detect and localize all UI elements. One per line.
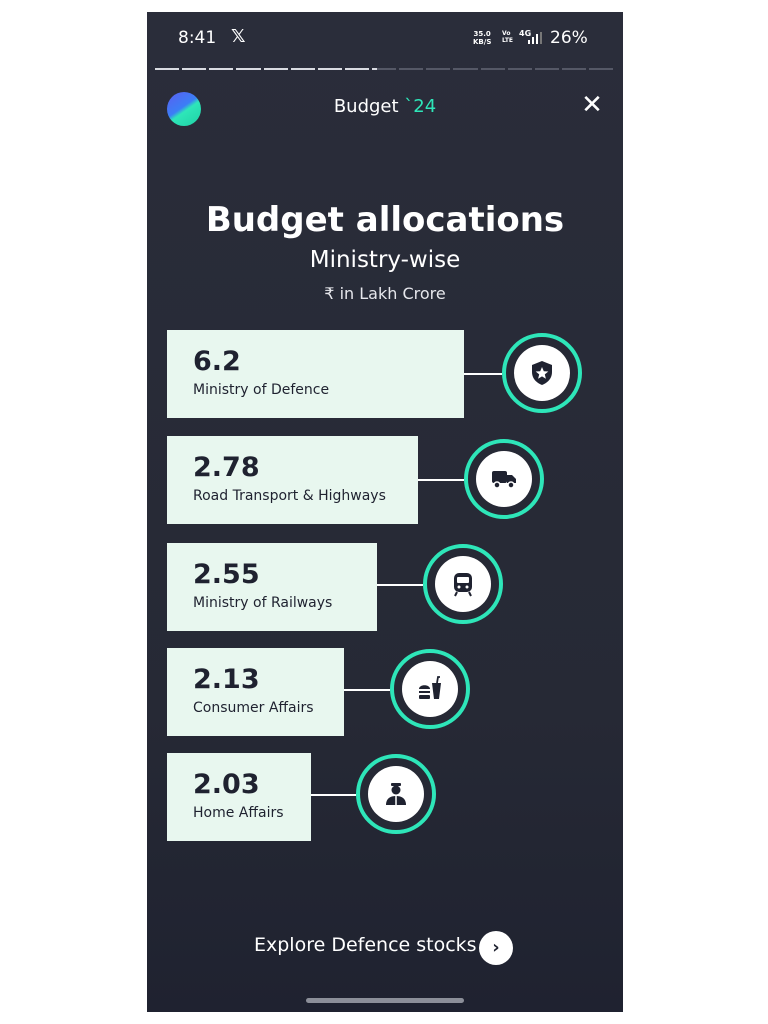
allocation-label: Ministry of Railways (193, 595, 333, 611)
train-icon (454, 573, 472, 597)
allocation-card-defence: 6.2 Ministry of Defence (167, 330, 464, 418)
allocation-card-home-affairs: 2.03 Home Affairs (167, 753, 311, 841)
allocation-value: 2.03 (193, 769, 260, 800)
progress-segment (209, 68, 234, 70)
progress-segment (236, 68, 261, 70)
status-bar: 8:41 𝕏 35.0 KB/S Vo LTE 4G 26% (147, 12, 623, 64)
progress-segment (399, 68, 424, 70)
network-type: 4G (519, 29, 532, 38)
story-progress-bar (155, 68, 614, 70)
allocation-value: 2.78 (193, 452, 260, 483)
allocation-label: Ministry of Defence (193, 382, 330, 398)
header-title: Budget `24 (333, 96, 437, 117)
connector-line (464, 373, 502, 375)
page-subtitle: Ministry-wise (309, 247, 461, 273)
network-speed: 35.0 KB/S (473, 30, 492, 46)
explore-label[interactable]: Explore Defence stocks (254, 934, 477, 956)
progress-segment (372, 68, 397, 70)
progress-segment (182, 68, 207, 70)
allocation-value: 2.55 (193, 559, 260, 590)
progress-segment (263, 68, 288, 70)
connector-line (418, 479, 464, 481)
signal-icon (528, 32, 544, 44)
allocation-icon-home-affairs (356, 754, 436, 834)
progress-segment (507, 68, 532, 70)
x-logo-icon: 𝕏 (231, 26, 246, 47)
allocation-card-railways: 2.55 Ministry of Railways (167, 543, 377, 631)
shield-star-icon (532, 361, 552, 385)
progress-segment (426, 68, 451, 70)
progress-segment (453, 68, 478, 70)
allocation-icon-defence (502, 333, 582, 413)
connector-line (377, 584, 423, 586)
progress-segment (534, 68, 559, 70)
progress-segment (344, 68, 369, 70)
allocation-label: Home Affairs (193, 805, 284, 821)
allocation-icon-road-transport (464, 439, 544, 519)
allocation-value: 2.13 (193, 664, 260, 695)
progress-segment (589, 68, 614, 70)
progress-segment (155, 68, 180, 70)
allocation-card-consumer-affairs: 2.13 Consumer Affairs (167, 648, 344, 736)
connector-line (311, 794, 356, 796)
unit-label: ₹ in Lakh Crore (324, 284, 446, 303)
volte-indicator: Vo LTE (502, 30, 514, 44)
allocation-label: Consumer Affairs (193, 700, 314, 716)
header: Budget `24 ✕ (147, 90, 623, 126)
progress-segment (561, 68, 586, 70)
chevron-right-icon[interactable]: › (479, 931, 513, 965)
close-icon[interactable]: ✕ (581, 90, 603, 120)
page-title: Budget allocations (205, 200, 565, 240)
truck-icon (492, 471, 516, 489)
status-time: 8:41 (178, 28, 217, 48)
allocation-icon-consumer-affairs (390, 649, 470, 729)
progress-segment (290, 68, 315, 70)
phone-screen: 8:41 𝕏 35.0 KB/S Vo LTE 4G 26% Budget `2… (147, 12, 623, 1012)
battery-level: 26% (550, 28, 588, 48)
home-indicator[interactable] (306, 998, 464, 1003)
officer-icon (386, 783, 406, 805)
app-logo-icon (167, 92, 201, 126)
allocation-value: 6.2 (193, 346, 241, 377)
progress-segment (480, 68, 505, 70)
allocation-icon-railways (423, 544, 503, 624)
connector-line (344, 689, 390, 691)
progress-segment (317, 68, 342, 70)
allocation-card-road-transport: 2.78 Road Transport & Highways (167, 436, 418, 524)
food-drink-icon (419, 676, 441, 699)
allocation-label: Road Transport & Highways (193, 488, 386, 504)
explore-defence-stocks[interactable]: Explore Defence stocks › (147, 930, 623, 966)
